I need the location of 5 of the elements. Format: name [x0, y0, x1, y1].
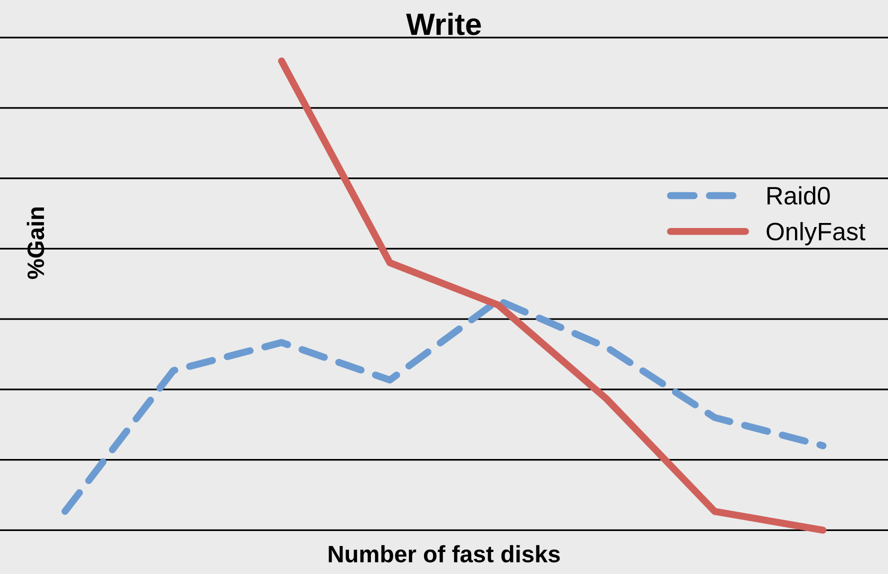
chart-title: Write — [406, 12, 481, 36]
y-axis-title: %Gain — [26, 208, 44, 279]
legend-label: OnlyFast — [766, 222, 866, 246]
x-axis-title: Number of fast disks — [328, 545, 560, 562]
legend-label: Raid0 — [768, 186, 830, 205]
